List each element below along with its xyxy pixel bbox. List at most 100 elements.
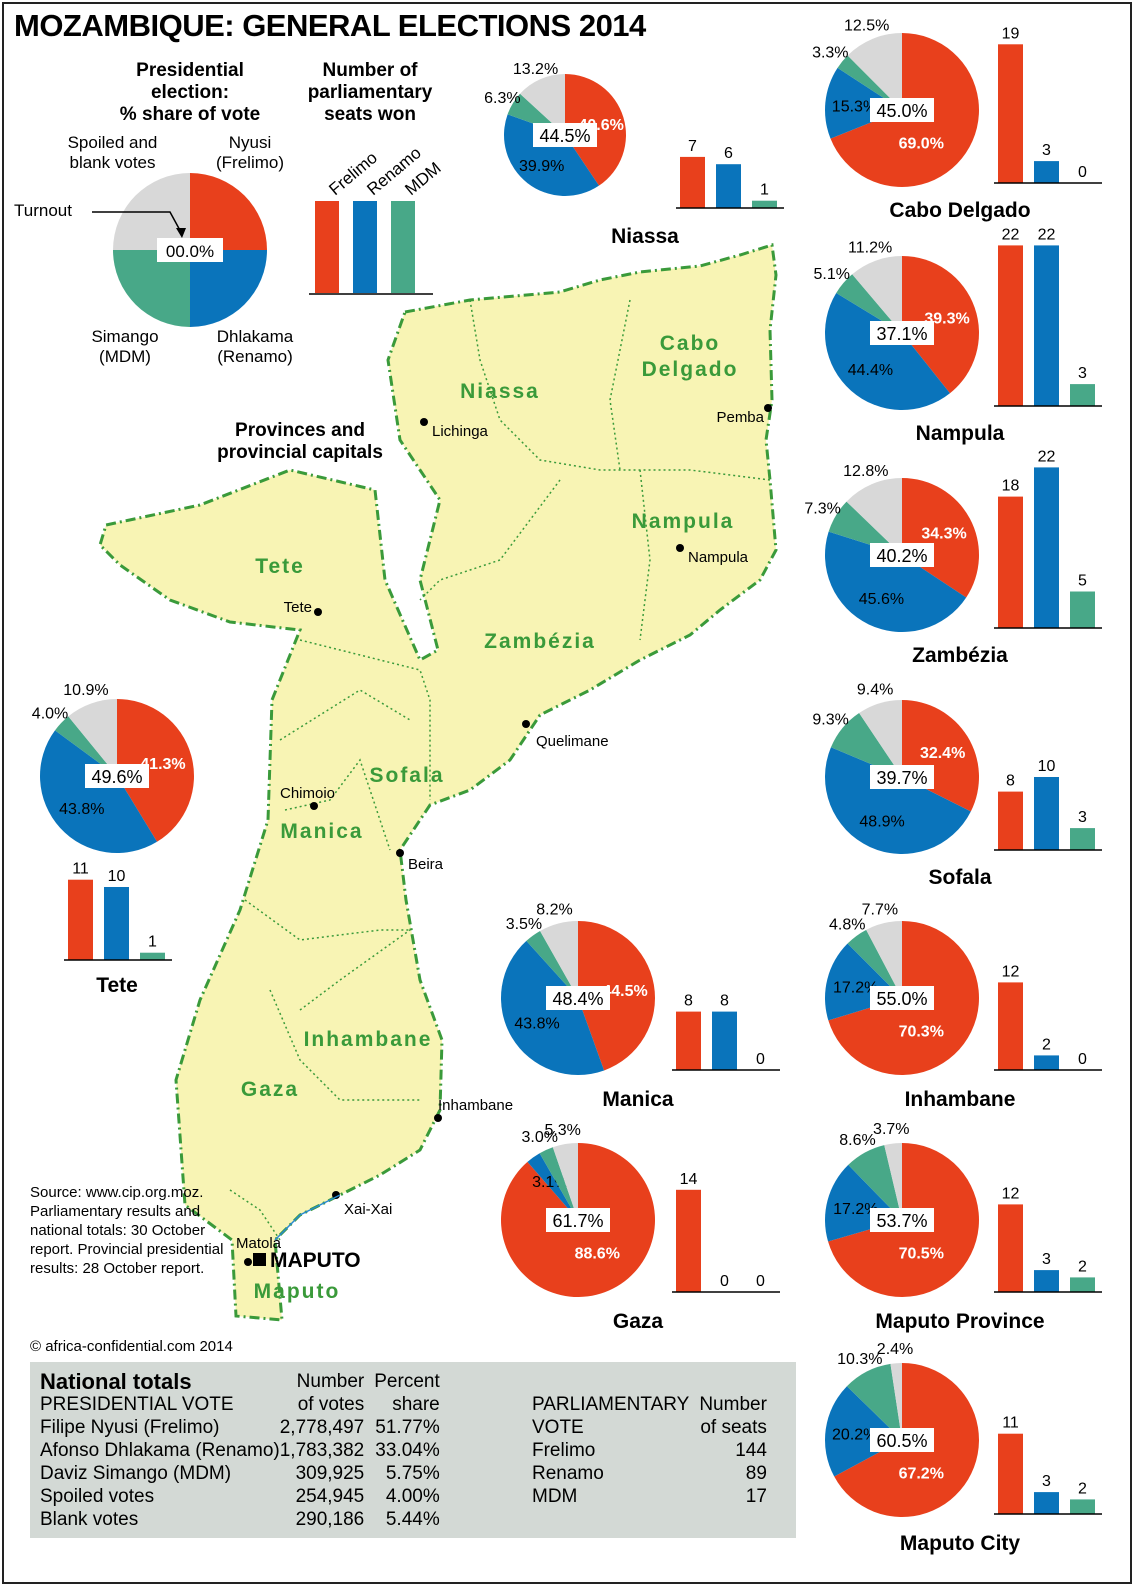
heading-line: Presidential [136,60,244,81]
turnout-value: 60.5% [876,1431,927,1451]
pie-label: 67.2% [899,1466,944,1483]
city-label: Matola [236,1235,282,1252]
seat-label: 3 [1078,809,1087,826]
seat-bar [1034,245,1059,406]
heading-line: parliamentary [307,82,433,103]
seat-label: 11 [1002,1415,1019,1432]
seat-bar [1034,1270,1059,1292]
province-name: Nampula [916,422,1005,445]
pie-label: 12.8% [843,463,888,480]
city-dot [522,720,530,728]
pie-slice [884,1143,902,1220]
pie-label: 88.6% [575,1246,620,1263]
cell-name: Renamo [532,1463,604,1484]
table-row: Spoiled votes 254,945 4.00% [40,1485,440,1508]
pie-slice [847,929,902,998]
parliamentary-table: PARLIAMENTARY Number VOTE of seats Frelimo… [532,1393,767,1508]
seat-label: 22 [1038,226,1056,243]
arrow-head-icon [176,228,186,238]
province-border [284,758,391,851]
city-label: Quelimane [536,733,609,750]
city-label: Tete [284,599,312,616]
seat-bar [998,1433,1023,1514]
legend-dhlakama: Dhlakama (Renamo) [200,327,310,367]
source-note: Source: www.cip.org.moz. Parliamentary r… [30,1184,224,1277]
copyright: © africa-confidential.com 2014 [30,1338,233,1355]
pie-label: 2.4% [877,1341,913,1358]
province-zamb-zia: 34.3% 45.6% 7.3% 12.8% 40.2% 18 22 5 Zambézia [804,448,1102,667]
province-label: Inhambane [304,1028,433,1051]
pie-label: 9.3% [812,711,848,728]
province-label: Sofala [369,764,444,787]
pie-slice [54,716,117,776]
pie-slice [836,274,902,333]
turnout-value: 37.1% [876,324,927,344]
province-name: Maputo City [900,1532,1020,1555]
pie-label: 39.3% [924,310,969,327]
turnout-box [870,765,934,789]
pie-label: 32.4% [920,745,965,762]
seat-bar [716,164,741,208]
province-cabo-delgado: 69.0% 15.3% 3.3% 12.5% 45.0% 19 3 0 Cabo Delgado [812,18,1102,222]
province-border [279,689,411,741]
pie-label: 3.0% [521,1129,557,1146]
legend-bar-heading: Number of parliamentary seats won [290,60,450,126]
province-border [609,299,631,471]
turnout-box [870,1208,934,1232]
pie-slice [846,478,902,555]
cell-share: 4.00% [385,1486,440,1507]
seat-bar [998,496,1023,628]
seat-label: 0 [756,1273,765,1290]
pie-slice [837,55,902,110]
heading-line: % share of vote [119,104,261,125]
seat-label: 22 [1038,448,1056,465]
pie-label: 69.0% [899,136,944,153]
cell-name: MDM [532,1486,578,1507]
pie-label: 43.8% [514,1016,559,1033]
pie-label: 15.3% [832,98,877,115]
seat-bar [680,156,705,208]
pie-label: 4.8% [829,917,865,934]
pie-slice [578,921,656,1071]
table-row: Blank votes 290,186 5.44% [40,1508,440,1531]
seat-label: 10 [1038,758,1056,775]
pie-label: 17.2% [833,979,878,996]
seat-label: 12 [1002,1185,1020,1202]
turnout-box [870,321,934,345]
pie-label: 20.2% [832,1426,877,1443]
table-row: Renamo 89 [532,1462,767,1485]
seat-label: 2 [1078,1258,1087,1275]
table-row: Frelimo 144 [532,1439,767,1462]
cell-name: Filipe Nyusi (Frelimo) [40,1417,220,1438]
city-label: Inhambane [438,1097,513,1114]
pie-label: 9.4% [857,682,893,699]
pie-label: 7.7% [862,901,898,918]
seat-bar [1034,777,1059,850]
seat-label: 11 [72,861,89,878]
province-name: Gaza [613,1310,664,1333]
province-name: Cabo Delgado [889,199,1030,222]
seat-bar [752,200,777,208]
seat-bar [676,1011,701,1070]
province-maputo-province: 70.5% 17.2% 8.6%3.7% 53.7% 12 3 2 Maputo Provin… [825,1121,1102,1333]
pie-label: 6.3% [484,90,520,107]
city-label: Beira [408,856,444,873]
city-dot [676,544,684,552]
seat-bar [1070,384,1095,406]
province-border [419,479,561,601]
seat-label: 2 [1078,1480,1087,1497]
seat-bar [998,245,1023,406]
pie-label: 13.2% [513,61,558,78]
turnout-box [870,986,934,1010]
seat-bar [104,887,129,960]
pie-label: 44.4% [848,362,893,379]
seat-label: 5 [1078,573,1087,590]
col-header: Number [296,1371,365,1392]
legend-pie-slice [113,250,190,327]
pie-slice [825,747,971,854]
seat-label: 0 [1078,164,1087,181]
legend-bar [391,201,415,293]
legend-text: Dhlakama [216,327,294,346]
seat-bar [68,879,93,960]
